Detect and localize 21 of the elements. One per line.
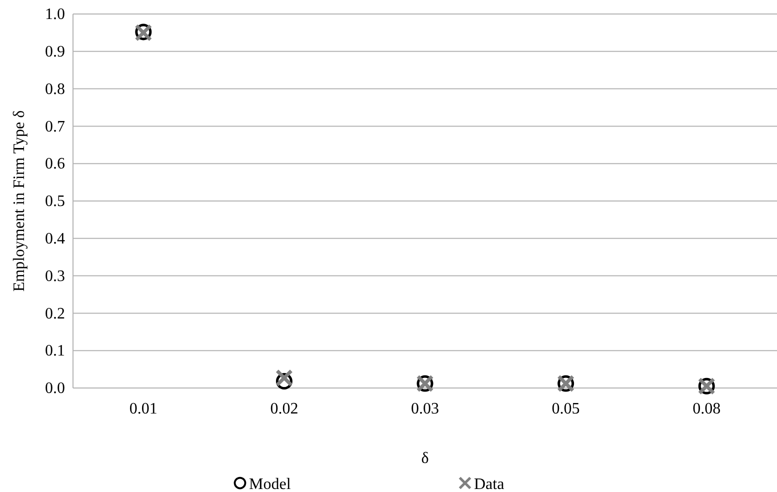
y-tick-label: 0.0 (45, 380, 65, 398)
legend-label: Model (249, 476, 292, 492)
legend-label: Data (474, 476, 504, 492)
y-tick-label: 0.5 (45, 193, 65, 210)
x-tick-label: 0.01 (129, 400, 158, 418)
x-axis-title: δ (421, 450, 429, 467)
y-tick-label: 0.6 (45, 156, 65, 173)
x-tick-label: 0.05 (552, 400, 580, 418)
y-tick-label: 0.3 (45, 268, 65, 285)
y-tick-label: 0.7 (45, 118, 65, 136)
y-tick-label: 0.9 (45, 44, 65, 61)
y-tick-label: 0.2 (45, 305, 65, 322)
y-tick-label: 0.4 (45, 230, 65, 248)
y-tick-label: 1.0 (45, 6, 65, 24)
y-tick-label: 0.1 (45, 342, 65, 360)
point (275, 369, 293, 387)
x-tick-label: 0.03 (411, 400, 439, 418)
y-axis-title: Employment in Firm Type δ (11, 110, 28, 292)
x-tick-label: 0.08 (692, 400, 721, 418)
y-tick-label: 0.8 (45, 80, 65, 98)
x-tick-label: 0.02 (270, 400, 298, 418)
